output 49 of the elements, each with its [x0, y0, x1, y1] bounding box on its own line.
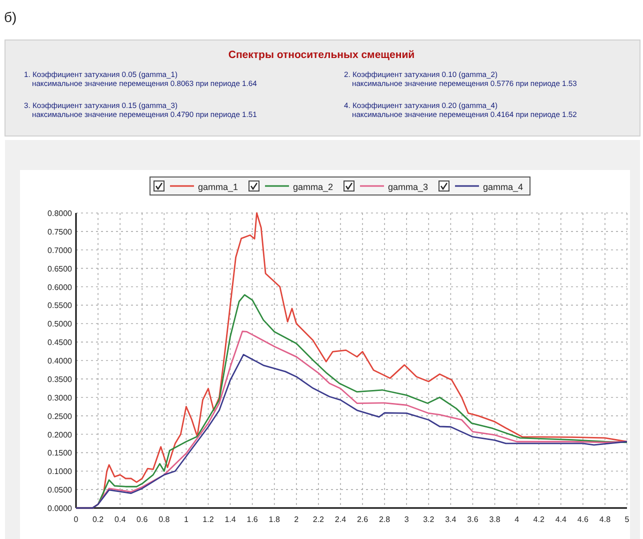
- legend-label: gamma_1: [198, 182, 238, 192]
- x-tick-label: 4.6: [577, 515, 590, 524]
- y-tick-label: 0.1000: [48, 467, 73, 476]
- x-tick-label: 3.4: [445, 515, 457, 524]
- x-tick-label: 5: [624, 515, 630, 524]
- x-tick-label: 2.8: [378, 515, 391, 524]
- x-tick-label: 1.8: [268, 515, 280, 524]
- x-tick-label: 0.8: [158, 515, 170, 524]
- x-tick-label: 3.6: [467, 515, 479, 524]
- x-tick-label: 2.2: [312, 515, 325, 524]
- x-tick-label: 4.4: [555, 515, 567, 524]
- x-tick-label: 2.6: [356, 515, 369, 524]
- x-tick-label: 0.4: [114, 515, 126, 524]
- x-tick-label: 3: [404, 515, 410, 524]
- y-tick-label: 0.3000: [48, 393, 73, 402]
- y-tick-label: 0.6500: [48, 264, 73, 274]
- legend-label: gamma_2: [293, 182, 334, 192]
- y-tick-label: 0.0000: [48, 504, 73, 513]
- y-tick-label: 0.5000: [48, 320, 73, 329]
- x-tick-label: 4: [514, 515, 520, 524]
- x-tick-label: 0: [74, 515, 79, 524]
- y-tick-label: 0.2500: [48, 412, 73, 421]
- x-tick-label: 4.2: [533, 515, 545, 524]
- y-tick-label: 0.4500: [48, 338, 73, 348]
- y-tick-label: 0.6000: [48, 282, 73, 292]
- y-tick-label: 0.2000: [48, 430, 73, 440]
- y-tick-label: 0.3500: [48, 374, 73, 384]
- y-tick-label: 0.1500: [48, 448, 73, 458]
- y-tick-label: 0.7000: [48, 246, 73, 255]
- x-tick-label: 0.2: [92, 515, 104, 524]
- y-tick-label: 0.5500: [48, 301, 73, 310]
- text: б): [4, 9, 17, 25]
- x-tick-label: 1.4: [224, 515, 236, 524]
- chart-title: Спектры относительных смещений: [228, 49, 415, 61]
- y-tick-label: 0.8000: [48, 209, 73, 218]
- y-tick-label: 0.0500: [48, 486, 73, 495]
- x-tick-label: 0.6: [136, 515, 148, 524]
- legend-label: gamma_3: [388, 182, 428, 192]
- legend-label: gamma_4: [483, 182, 524, 192]
- y-tick-label: 0.7500: [48, 227, 73, 236]
- x-tick-label: 1: [184, 515, 189, 524]
- x-tick-label: 3.2: [423, 515, 435, 524]
- x-tick-label: 1.2: [202, 515, 214, 524]
- x-tick-label: 2.4: [334, 515, 347, 524]
- x-tick-label: 2: [294, 515, 300, 524]
- y-tick-label: 0.4000: [48, 356, 73, 366]
- x-tick-label: 1.6: [246, 515, 258, 524]
- x-tick-label: 3.8: [489, 515, 501, 524]
- x-tick-label: 4.8: [599, 515, 612, 524]
